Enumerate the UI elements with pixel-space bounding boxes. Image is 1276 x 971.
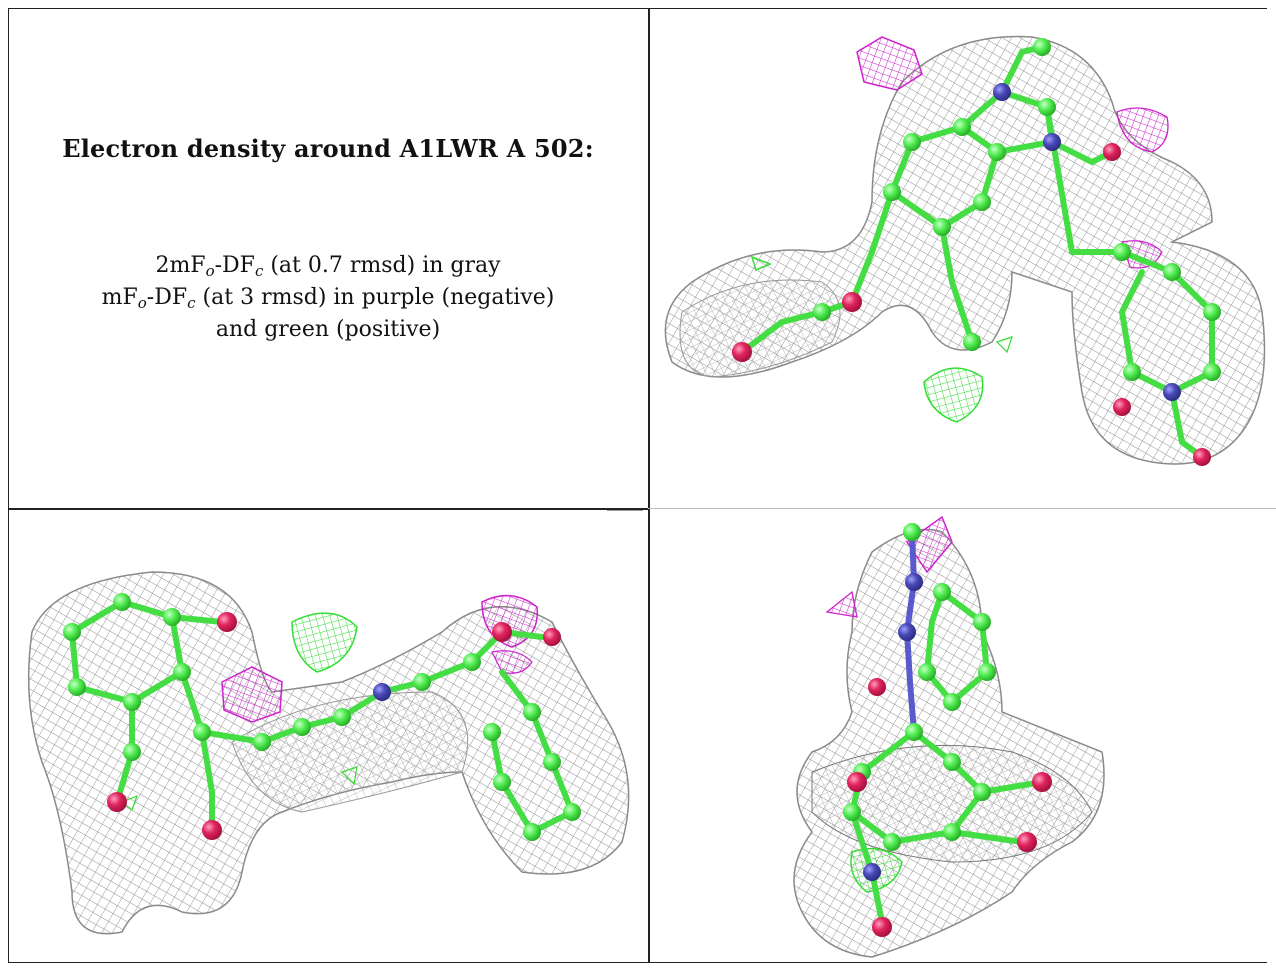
legend-line-purple-b: -DF: [146, 285, 188, 310]
legend-line-gray-sub-c: c: [254, 262, 264, 280]
density-view-bottom-left: [12, 512, 646, 960]
legend-line-purple-c: (at 3 rmsd) in purple (negative): [195, 285, 555, 310]
legend-line-purple-a: mF: [101, 285, 138, 310]
negative-difference-density: [221, 594, 539, 723]
row-divider-right: [648, 508, 1276, 509]
legend-line-gray-sub-o: o: [205, 262, 215, 280]
positive-difference-density: [750, 255, 1013, 423]
row-divider: [8, 508, 650, 510]
ligand-atoms: [732, 38, 1221, 466]
density-view-bottom-right: [652, 512, 1268, 960]
negative-difference-density: [825, 515, 953, 618]
ligand-atoms: [63, 593, 581, 841]
legend-line-green: and green (positive): [215, 317, 441, 342]
figure-title: Electron density around A1LWR A 502:: [62, 134, 594, 163]
density-view-top-right: [652, 12, 1268, 506]
legend-line-gray: 2mFo-DFc (at 0.7 rmsd) in gray: [10, 250, 646, 282]
row-divider-stub: [607, 510, 643, 511]
legend-line-gray-a: 2mF: [155, 253, 206, 278]
legend-line-purple-sub-c: c: [187, 294, 196, 312]
positive-difference-density: [120, 612, 358, 811]
column-divider: [648, 8, 650, 963]
figure-frame: [8, 8, 1267, 963]
legend-line-purple: mFo-DFc (at 3 rmsd) in purple (negative): [10, 282, 646, 314]
legend-line-gray-c: (at 0.7 rmsd) in gray: [263, 253, 501, 278]
caption-cell: Electron density around A1LWR A 502: 2mF…: [10, 10, 646, 506]
legend-line-gray-b: -DF: [214, 253, 255, 278]
legend-text: 2mFo-DFc (at 0.7 rmsd) in gray mFo-DFc (…: [10, 250, 646, 346]
ligand-atoms: [843, 523, 1052, 937]
legend-line-purple-sub-o: o: [137, 294, 147, 312]
gray-density-mesh: [664, 35, 1266, 465]
